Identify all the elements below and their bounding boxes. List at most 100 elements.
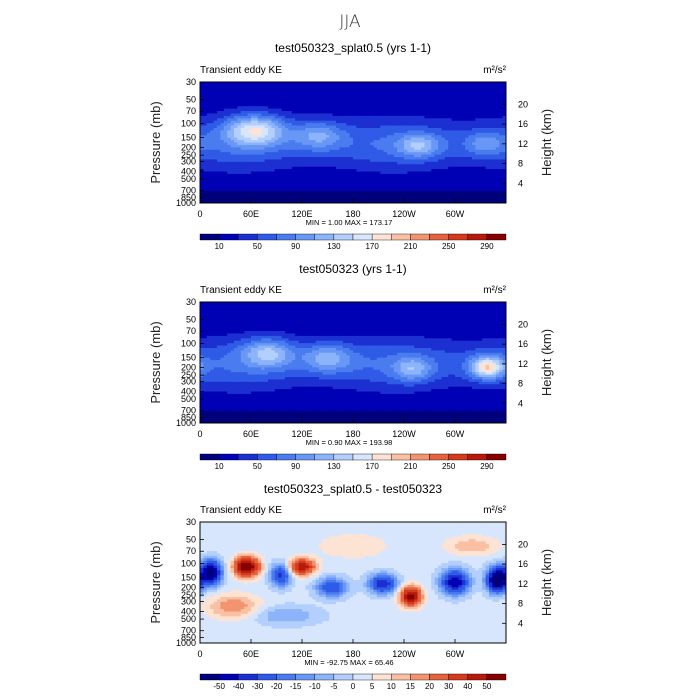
- heatmap-cell: [264, 157, 269, 160]
- heatmap-cell: [217, 101, 221, 105]
- heatmap-cell: [495, 86, 500, 90]
- heatmap-cell: [325, 166, 330, 170]
- heatmap-cell: [410, 198, 415, 201]
- heatmap-cell: [206, 200, 211, 204]
- heatmap-cell: [390, 149, 395, 153]
- heatmap-cell: [444, 164, 449, 168]
- heatmap-cell: [475, 164, 480, 168]
- heatmap-cell: [458, 82, 463, 85]
- heatmap-cell: [332, 123, 337, 126]
- heatmap-cell: [366, 304, 371, 308]
- heatmap-cell: [472, 106, 476, 110]
- heatmap-cell: [210, 140, 214, 143]
- heatmap-cell: [438, 306, 442, 310]
- heatmap-cell: [387, 106, 391, 110]
- heatmap-cell: [353, 89, 357, 93]
- heatmap-cell: [404, 190, 408, 194]
- heatmap-cell: [203, 147, 208, 151]
- heatmap-cell: [305, 149, 310, 153]
- heatmap-cell: [448, 186, 452, 189]
- heatmap-cell: [468, 149, 473, 153]
- heatmap-cell: [499, 302, 503, 305]
- heatmap-cell: [366, 89, 371, 93]
- heatmap-cell: [417, 176, 422, 180]
- heatmap-cell: [424, 103, 429, 107]
- heatmap-cell: [407, 132, 412, 136]
- heatmap-cell: [499, 103, 503, 107]
- heatmap-cell: [441, 144, 446, 148]
- heatmap-cell: [448, 115, 452, 119]
- heatmap-cell: [305, 120, 310, 124]
- heatmap-cell: [291, 103, 296, 107]
- heatmap-cell: [254, 144, 259, 148]
- heatmap-cell: [223, 125, 228, 129]
- heatmap-cell: [288, 96, 293, 100]
- heatmap-cell: [213, 171, 218, 175]
- heatmap-cell: [244, 164, 248, 168]
- heatmap-cell: [257, 195, 262, 199]
- heatmap-cell: [366, 86, 371, 90]
- heatmap-cell: [234, 127, 238, 131]
- heatmap-cell: [380, 144, 384, 148]
- heatmap-cell: [288, 181, 293, 185]
- heatmap-cell: [325, 157, 330, 160]
- heatmap-cell: [329, 169, 333, 172]
- heatmap-cell: [414, 304, 418, 308]
- heatmap-cell: [349, 152, 354, 155]
- heatmap-cell: [305, 302, 310, 305]
- heatmap-cell: [217, 82, 221, 85]
- heatmap-cell: [319, 157, 323, 160]
- heatmap-cell: [210, 106, 214, 110]
- heatmap-cell: [404, 115, 408, 119]
- heatmap-cell: [257, 86, 262, 90]
- heatmap-cell: [468, 144, 473, 148]
- heatmap-cell: [339, 140, 344, 143]
- heatmap-cell: [478, 161, 483, 165]
- heatmap-cell: [257, 171, 262, 175]
- heatmap-cell: [376, 142, 381, 146]
- heatmap-cell: [230, 306, 235, 310]
- heatmap-cell: [492, 171, 497, 175]
- heatmap-cell: [237, 149, 242, 153]
- heatmap-cell: [274, 164, 279, 168]
- heatmap-cell: [502, 140, 507, 143]
- heatmap-cell: [444, 98, 449, 102]
- heatmap-cell: [393, 127, 398, 131]
- heatmap-cell: [346, 91, 350, 95]
- heatmap-cell: [336, 101, 340, 105]
- heatmap-cell: [339, 125, 344, 129]
- heatmap-cell: [227, 169, 231, 172]
- heatmap-cell: [359, 84, 364, 88]
- heatmap-cell: [370, 176, 374, 180]
- heatmap-cell: [288, 186, 293, 189]
- heatmap-cell: [285, 304, 289, 308]
- heatmap-cell: [220, 193, 225, 197]
- heatmap-cell: [325, 195, 330, 199]
- heatmap-cell: [210, 193, 214, 197]
- heatmap-cell: [400, 98, 405, 102]
- heatmap-cell: [315, 98, 320, 102]
- heatmap-cell: [397, 183, 401, 187]
- heatmap-cell: [271, 200, 276, 204]
- heatmap-cell: [336, 302, 340, 305]
- heatmap-cell: [441, 309, 446, 313]
- heatmap-cell: [210, 161, 214, 165]
- heatmap-cell: [393, 304, 398, 308]
- heatmap-cell: [288, 169, 293, 172]
- heatmap-cell: [363, 135, 367, 139]
- heatmap-cell: [244, 118, 248, 122]
- heatmap-cell: [475, 144, 480, 148]
- heatmap-cell: [213, 198, 218, 201]
- heatmap-cell: [410, 144, 415, 148]
- heatmap-cell: [325, 200, 330, 204]
- heatmap-cell: [223, 166, 228, 170]
- heatmap-cell: [448, 157, 452, 160]
- heatmap-cell: [472, 142, 476, 146]
- heatmap-cell: [431, 82, 435, 85]
- heatmap-cell: [325, 144, 330, 148]
- heatmap-cell: [285, 84, 289, 88]
- heatmap-cell: [257, 159, 262, 163]
- heatmap-cell: [200, 111, 204, 114]
- heatmap-cell: [424, 304, 429, 308]
- heatmap-cell: [203, 306, 208, 310]
